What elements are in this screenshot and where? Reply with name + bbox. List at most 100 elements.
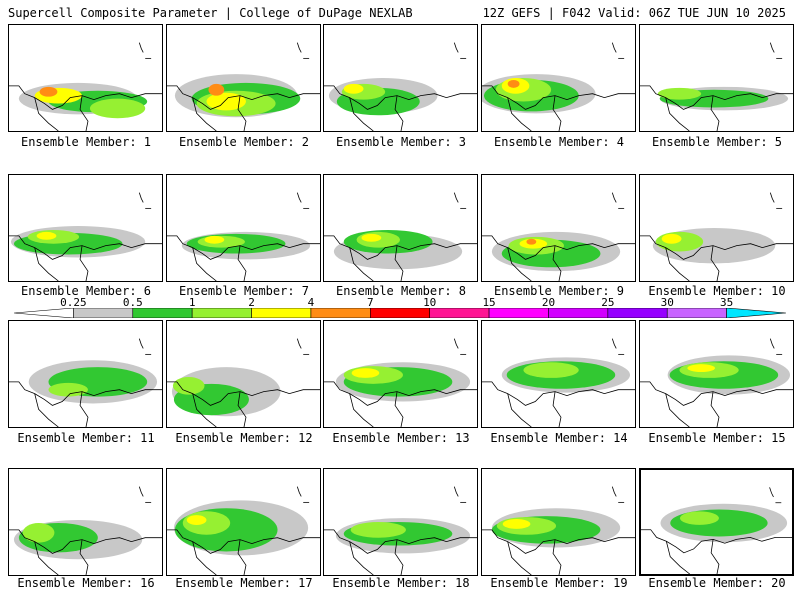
color-scale-segment — [191, 308, 252, 318]
spc-area-1 — [48, 382, 88, 397]
color-scale-label: 20 — [541, 296, 556, 309]
ensemble-member-label: Ensemble Member: 2 — [178, 135, 310, 149]
border-line — [9, 529, 162, 554]
border-line — [324, 235, 477, 260]
border-line — [324, 381, 477, 406]
border-line — [324, 85, 477, 110]
color-scale-segment — [310, 308, 371, 318]
lake-outline — [453, 486, 459, 497]
coastline — [349, 97, 374, 131]
coastline — [349, 393, 374, 427]
border-line — [482, 381, 635, 406]
color-scale-label: 0.25 — [60, 296, 87, 309]
color-scale-segment — [251, 308, 312, 318]
ensemble-member-label: Ensemble Member: 19 — [490, 576, 628, 590]
coastline — [665, 247, 690, 281]
coastline — [192, 541, 217, 575]
coastline — [394, 391, 404, 427]
spc-area-4 — [208, 83, 225, 96]
coastline — [79, 391, 89, 427]
coastline — [507, 393, 532, 427]
spc-area-1 — [22, 522, 55, 543]
color-scale-label: 30 — [660, 296, 674, 309]
spc-area-1 — [523, 362, 579, 378]
lake-outline — [611, 338, 617, 349]
ensemble-member-map — [639, 174, 794, 282]
ensemble-member-map — [481, 24, 636, 132]
ensemble-member-label: Ensemble Member: 8 — [335, 284, 467, 298]
color-scale-label: 25 — [601, 296, 615, 309]
color-scale-segment — [726, 308, 786, 318]
spc-area-2 — [661, 233, 682, 244]
coastline — [237, 95, 247, 131]
lake-outline — [769, 487, 774, 498]
lake-outline — [611, 486, 617, 497]
ensemble-member-label: Ensemble Member: 16 — [17, 576, 155, 590]
coastline — [34, 247, 59, 281]
spc-area-05 — [670, 509, 768, 537]
ensemble-member-map — [481, 174, 636, 282]
ensemble-member-label: Ensemble Member: 18 — [332, 576, 470, 590]
spc-area-2 — [36, 231, 57, 240]
ensemble-member-map — [323, 468, 478, 576]
coastline — [34, 393, 59, 427]
color-scale-label: 0.5 — [122, 296, 143, 309]
color-scale-segment — [666, 308, 727, 318]
border-line — [9, 235, 162, 260]
ensemble-member-map — [323, 24, 478, 132]
border-line — [9, 85, 162, 110]
spc-area-2 — [502, 519, 531, 529]
spc-area-2 — [204, 235, 225, 244]
ensemble-member-map — [639, 320, 794, 428]
color-scale-segment — [548, 308, 609, 318]
coastline — [237, 245, 247, 281]
lake-outline — [453, 42, 459, 53]
lake-outline — [138, 192, 144, 203]
coastline — [192, 97, 217, 131]
coastline — [665, 393, 690, 427]
spc-area-2 — [687, 364, 716, 373]
ensemble-member-map — [639, 468, 794, 576]
ensemble-member-label: Ensemble Member: 14 — [490, 431, 628, 445]
spc-area-1 — [350, 522, 406, 538]
lake-outline — [296, 42, 302, 53]
ensemble-member-map — [323, 174, 478, 282]
ensemble-member-label: Ensemble Member: 1 — [20, 135, 152, 149]
border-line — [640, 381, 793, 406]
coastline — [349, 247, 374, 281]
spc-area-1 — [89, 98, 146, 119]
spc-area-1 — [172, 376, 205, 395]
coastline — [665, 97, 690, 131]
color-scale-label: 7 — [366, 296, 374, 309]
lake-outline — [769, 338, 775, 349]
coastline — [665, 541, 690, 574]
ensemble-member-label: Ensemble Member: 15 — [648, 431, 786, 445]
color-scale-label: 1 — [188, 296, 196, 309]
ensemble-member-label: Ensemble Member: 3 — [335, 135, 467, 149]
coastline — [237, 391, 247, 427]
ensemble-member-label: Ensemble Member: 9 — [493, 284, 625, 298]
coastline — [192, 247, 217, 281]
coastline — [34, 97, 59, 131]
lake-outline — [138, 42, 144, 53]
color-scale-label: 4 — [307, 296, 315, 309]
border-line — [640, 85, 793, 110]
ensemble-member-label: Ensemble Member: 17 — [175, 576, 313, 590]
ensemble-member-label: Ensemble Member: 13 — [332, 431, 470, 445]
color-scale-label: 10 — [423, 296, 437, 309]
ensemble-member-map — [639, 24, 794, 132]
coastline — [710, 539, 720, 574]
spc-area-2 — [186, 515, 207, 525]
border-line — [482, 529, 635, 554]
lake-outline — [611, 192, 617, 203]
ensemble-member-map — [166, 468, 321, 576]
lake-outline — [296, 192, 302, 203]
lake-outline — [138, 338, 144, 349]
ensemble-member-map — [8, 174, 163, 282]
spc-area-2 — [351, 368, 380, 378]
coastline — [710, 245, 720, 281]
coastline — [349, 541, 374, 575]
ensemble-member-label: Ensemble Member: 7 — [178, 284, 310, 298]
color-scale-segment — [132, 308, 193, 318]
coastline — [507, 97, 532, 131]
